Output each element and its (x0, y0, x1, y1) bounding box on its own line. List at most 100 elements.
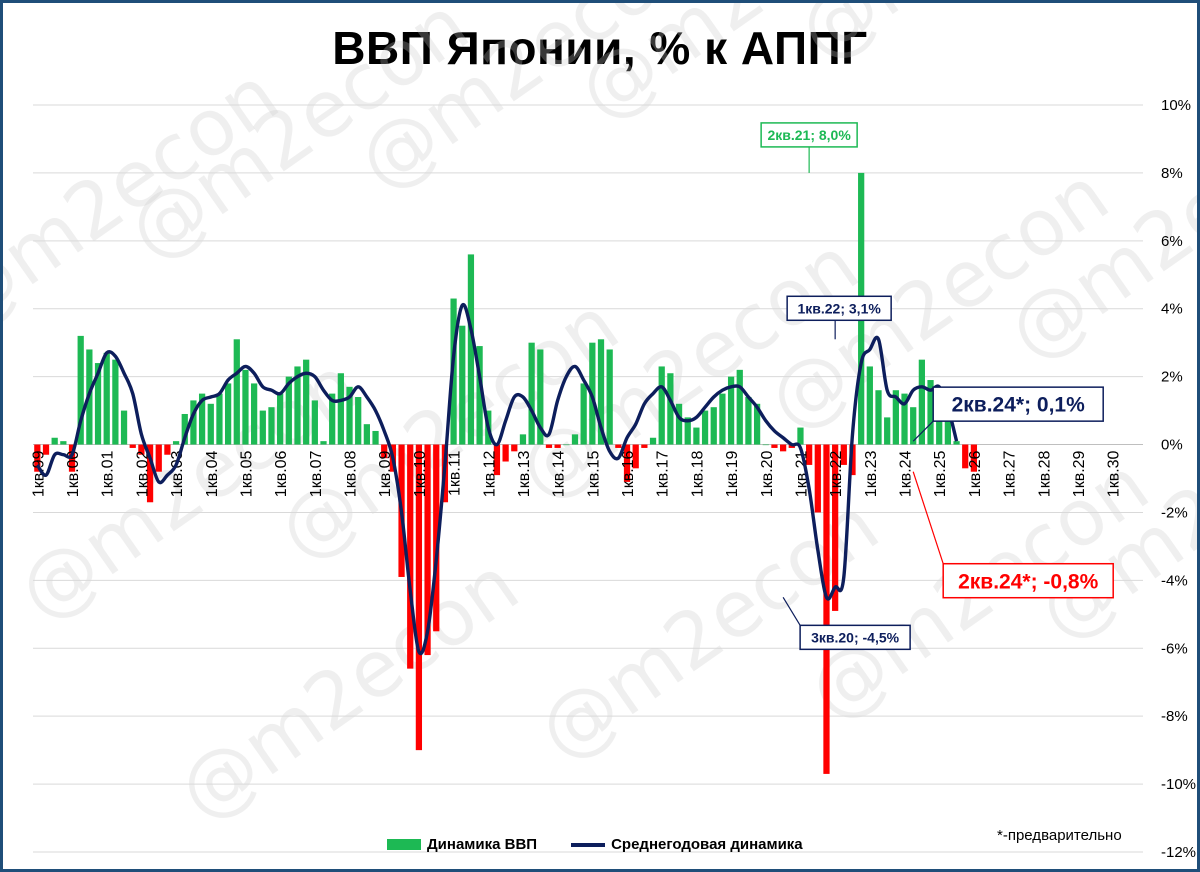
chart-svg: @m2econ@m2econ@m2econ@m2econ@m2econ@m2ec… (3, 3, 1197, 861)
gdp-bar (294, 366, 301, 445)
x-tick-label: 1кв.19 (724, 450, 741, 497)
gdp-bar (355, 397, 362, 445)
gdp-bar (224, 383, 232, 445)
x-tick-label: 1кв.23 (863, 450, 880, 497)
gdp-bar (970, 444, 978, 472)
gdp-bar (762, 444, 769, 446)
gdp-bar (346, 386, 353, 445)
gdp-bar (623, 444, 631, 482)
gdp-bar (736, 369, 743, 445)
gdp-bar (944, 413, 952, 445)
x-tick-label: 1кв.28 (1036, 450, 1053, 497)
x-tick-label: 1кв.15 (585, 450, 602, 497)
gdp-bar (172, 441, 180, 445)
gdp-bar (641, 444, 648, 448)
gdp-bar (684, 417, 691, 445)
chart-title: ВВП Японии, % к АППГ (332, 22, 868, 74)
x-tick-label: 1кв.29 (1071, 450, 1088, 497)
gdp-bar (962, 444, 969, 469)
annotation-callout: 2кв.24*; -0,8% (912, 471, 1114, 599)
gdp-bar (467, 254, 475, 445)
gdp-bar (693, 427, 700, 445)
legend-line-label: Среднегодовая динамика (611, 836, 803, 853)
gdp-bar (528, 342, 535, 445)
gdp-bar (537, 349, 544, 445)
y-tick-label: -6% (1161, 640, 1188, 657)
gdp-bar (571, 434, 579, 445)
gdp-bar (649, 437, 657, 445)
gdp-bar (407, 444, 414, 669)
gdp-bar (94, 363, 102, 445)
x-tick-label: 1кв.16 (620, 450, 637, 497)
gdp-bar (580, 383, 587, 445)
gdp-bar (884, 417, 891, 445)
annotation-leader (782, 597, 801, 626)
gdp-bar (329, 393, 336, 445)
gdp-bar (563, 444, 570, 446)
x-tick-label: 1кв.26 (967, 450, 984, 497)
annotation-callout: 1кв.22; 3,1% (786, 295, 892, 340)
x-tick-label: 1кв.07 (308, 450, 325, 497)
gdp-bar (112, 359, 119, 445)
x-tick-label: 1кв.99 (30, 450, 47, 497)
gdp-bar (936, 400, 943, 445)
gdp-bar (103, 352, 110, 445)
x-tick-label: 1кв.13 (516, 450, 533, 497)
x-tick-label: 1кв.22 (828, 450, 845, 497)
gdp-bar (918, 359, 925, 445)
watermark-text: @m2econ (162, 540, 534, 838)
x-tick-label: 1кв.06 (273, 450, 290, 497)
annotation-leader (912, 471, 944, 564)
gdp-bar (415, 444, 423, 751)
gdp-bar (597, 339, 605, 445)
x-tick-label: 1кв.25 (932, 450, 949, 497)
gdp-bar (719, 393, 726, 445)
gdp-bar (953, 441, 960, 445)
gdp-bar (519, 434, 527, 445)
y-tick-label: -8% (1161, 708, 1188, 725)
gdp-bar (910, 407, 917, 445)
annotation-box (942, 562, 1114, 599)
gdp-bar (233, 339, 240, 445)
gdp-bar (710, 407, 717, 445)
legend-item-line: Среднегодовая динамика (571, 836, 803, 853)
y-tick-label: 4% (1161, 301, 1183, 318)
gdp-bar (268, 407, 275, 445)
gdp-bar (866, 366, 873, 445)
gdp-bar (120, 410, 128, 445)
gdp-bar (727, 376, 735, 445)
gdp-bar (875, 390, 882, 445)
gdp-bar (207, 403, 214, 445)
y-tick-label: 8% (1161, 165, 1183, 182)
y-tick-label: -4% (1161, 572, 1188, 589)
legend-bar-label: Динамика ВВП (427, 836, 538, 853)
y-tick-label: 10% (1161, 97, 1191, 114)
gdp-bar (42, 444, 50, 455)
x-tick-label: 1кв.27 (1002, 450, 1019, 497)
x-tick-label: 1кв.21 (793, 450, 810, 497)
gdp-bar (840, 444, 847, 465)
x-tick-label: 1кв.10 (412, 450, 429, 497)
annotation-callout: 3кв.20; -4,5% (782, 597, 911, 651)
gdp-bar (433, 444, 440, 632)
annotation-callout: 2кв.24*; 0,1% (912, 386, 1104, 442)
x-tick-label: 1кв.24 (898, 450, 915, 497)
x-tick-label: 1кв.09 (377, 450, 394, 497)
gdp-bar (51, 437, 58, 445)
x-tick-label: 1кв.03 (169, 450, 186, 497)
x-tick-label: 1кв.14 (551, 450, 568, 497)
gdp-bar (320, 441, 327, 445)
gdp-bar (545, 444, 553, 448)
x-tick-label: 1кв.18 (689, 450, 706, 497)
annotation-box (760, 122, 858, 148)
y-tick-label: 2% (1161, 369, 1183, 386)
annotation-label: 2кв.24*; -0,8% (958, 570, 1098, 593)
gdp-bar (138, 444, 145, 455)
gdp-bar (311, 400, 318, 445)
gdp-bar (901, 393, 908, 445)
x-tick-label: 1кв.02 (134, 450, 151, 497)
gdp-bar (34, 444, 41, 472)
gdp-bar (511, 444, 518, 452)
gdp-bar (832, 444, 839, 611)
y-tick-label: -2% (1161, 504, 1188, 521)
